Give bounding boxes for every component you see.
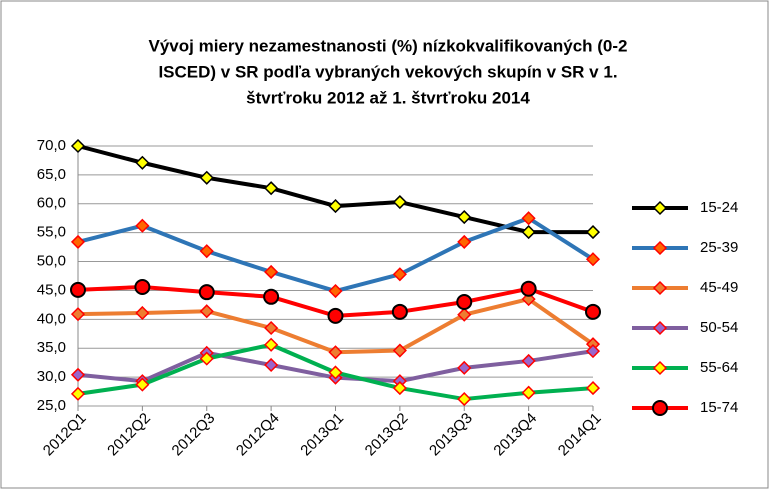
y-tick-label: 60,0 — [37, 195, 66, 212]
y-tick-label: 45,0 — [37, 281, 66, 298]
marker — [521, 385, 536, 400]
marker — [392, 381, 407, 396]
marker — [652, 200, 668, 216]
marker — [457, 360, 472, 375]
marker — [521, 225, 536, 240]
marker — [585, 303, 601, 320]
legend-label: 45-49 — [700, 279, 738, 296]
marker — [457, 234, 472, 249]
y-tick-label: 50,0 — [37, 253, 66, 270]
marker — [264, 320, 279, 336]
marker — [521, 211, 536, 226]
marker — [327, 307, 344, 324]
marker — [392, 343, 407, 358]
marker — [457, 210, 472, 225]
marker — [585, 252, 601, 267]
y-tick-label: 30,0 — [37, 368, 66, 385]
y-tick-label: 65,0 — [37, 166, 66, 183]
marker — [328, 283, 343, 299]
legend-label: 15-24 — [700, 199, 738, 216]
legend-label: 55-64 — [700, 359, 738, 376]
marker — [652, 240, 668, 256]
marker — [391, 303, 408, 320]
marker — [520, 280, 537, 297]
chart-title: Vývoj miery nezamestnanosti (%) nízkokva… — [149, 36, 628, 55]
marker — [198, 284, 215, 301]
chart-title: štvrťroku 2012 až 1. štvrťroku 2014 — [246, 88, 530, 107]
y-tick-label: 70,0 — [37, 137, 66, 154]
y-tick-label: 25,0 — [37, 397, 66, 414]
y-tick-label: 35,0 — [37, 339, 66, 356]
marker — [199, 351, 214, 366]
marker — [199, 304, 214, 319]
marker — [134, 278, 151, 295]
marker — [328, 345, 343, 360]
marker — [199, 244, 214, 259]
marker — [135, 305, 150, 321]
marker — [457, 392, 472, 407]
marker — [456, 294, 473, 310]
marker — [585, 225, 601, 240]
marker — [652, 280, 668, 296]
marker — [70, 367, 86, 382]
marker — [521, 353, 536, 368]
marker — [392, 194, 407, 210]
marker — [652, 400, 668, 416]
marker — [135, 155, 150, 170]
marker — [70, 386, 86, 401]
legend-label: 25-39 — [700, 239, 738, 256]
y-tick-label: 55,0 — [37, 224, 66, 241]
marker — [328, 199, 343, 214]
marker — [392, 267, 407, 282]
marker — [457, 307, 472, 322]
marker — [264, 337, 279, 352]
marker — [264, 181, 279, 196]
marker — [585, 344, 601, 359]
marker — [70, 307, 86, 322]
marker — [70, 281, 86, 298]
legend-label: 15-74 — [700, 399, 738, 416]
marker — [263, 288, 280, 305]
marker — [135, 218, 150, 233]
marker — [70, 234, 86, 249]
marker — [328, 365, 343, 380]
marker — [521, 292, 536, 307]
marker — [199, 170, 214, 185]
marker — [264, 264, 279, 280]
marker — [135, 377, 150, 392]
legend-label: 50-54 — [700, 319, 738, 336]
marker — [585, 381, 601, 396]
chart-title: ISCED) v SR podľa vybraných vekových sku… — [158, 62, 617, 81]
marker — [652, 360, 668, 376]
y-tick-label: 40,0 — [37, 310, 66, 327]
marker — [652, 320, 668, 336]
marker — [70, 138, 86, 154]
marker — [264, 357, 279, 373]
